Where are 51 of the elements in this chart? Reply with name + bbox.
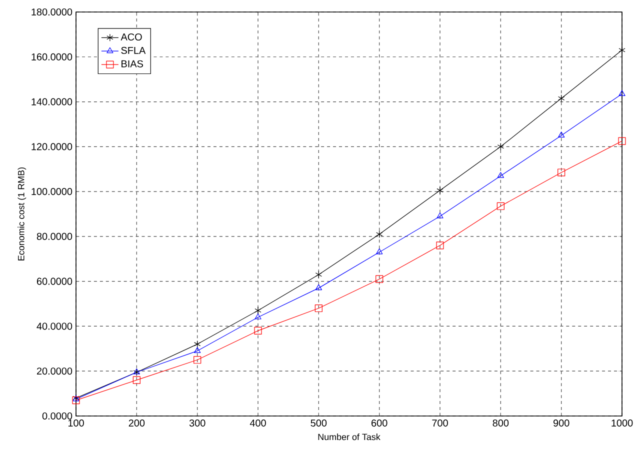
point (497, 142, 504, 150)
point (254, 326, 262, 334)
y-tick-label: 40.0000 (36, 322, 72, 330)
point (194, 347, 201, 353)
point (558, 94, 565, 102)
x-tick-label: 400 (250, 420, 266, 427)
point (618, 46, 626, 54)
point (558, 132, 565, 138)
point (132, 376, 140, 384)
x-tick-label: 800 (492, 420, 509, 427)
point (558, 168, 566, 176)
y-tick-label: 20.0000 (36, 368, 72, 375)
y-tick-label: 180.0000 (32, 8, 72, 16)
legend-label: ACO (120, 33, 142, 40)
point (194, 356, 202, 364)
x-tick-label: 500 (310, 420, 327, 427)
point (436, 242, 444, 250)
point (72, 396, 80, 404)
point (194, 340, 201, 348)
point (376, 248, 383, 254)
y-tick-label: 140.0000 (32, 98, 72, 106)
point (618, 137, 626, 145)
x-tick-label: 900 (553, 420, 570, 427)
point (315, 270, 322, 278)
point (618, 90, 626, 96)
point (315, 284, 322, 290)
x-tick-label: 100 (68, 420, 84, 427)
x-tick-label: 300 (189, 420, 206, 427)
x-tick-label: 1000 (612, 420, 633, 427)
x-tick-label: 700 (432, 420, 448, 427)
point (314, 304, 322, 312)
point (254, 313, 262, 320)
point (376, 230, 383, 238)
y-tick-label: 0.0000 (42, 412, 72, 420)
x-tick-label: 200 (128, 420, 145, 427)
x-axis-title: Number of Task (318, 434, 380, 440)
y-tick-label: 80.0000 (36, 232, 72, 240)
x-tick-label: 600 (372, 420, 388, 427)
legend-label: BIAS (122, 60, 143, 68)
point (376, 275, 384, 283)
y-tick-label: 60.0000 (36, 278, 72, 285)
point (254, 306, 262, 314)
y-tick-label: 100.0000 (32, 188, 72, 196)
point (436, 186, 444, 194)
legend-label: SFLA (121, 46, 146, 54)
point (436, 212, 444, 218)
point (497, 172, 504, 178)
y-tick-label: 160.0000 (32, 53, 72, 60)
y-tick-label: 120.0000 (32, 143, 72, 150)
point (496, 202, 504, 210)
y-axis-title: Economic cost (1 RMB) (18, 167, 26, 260)
